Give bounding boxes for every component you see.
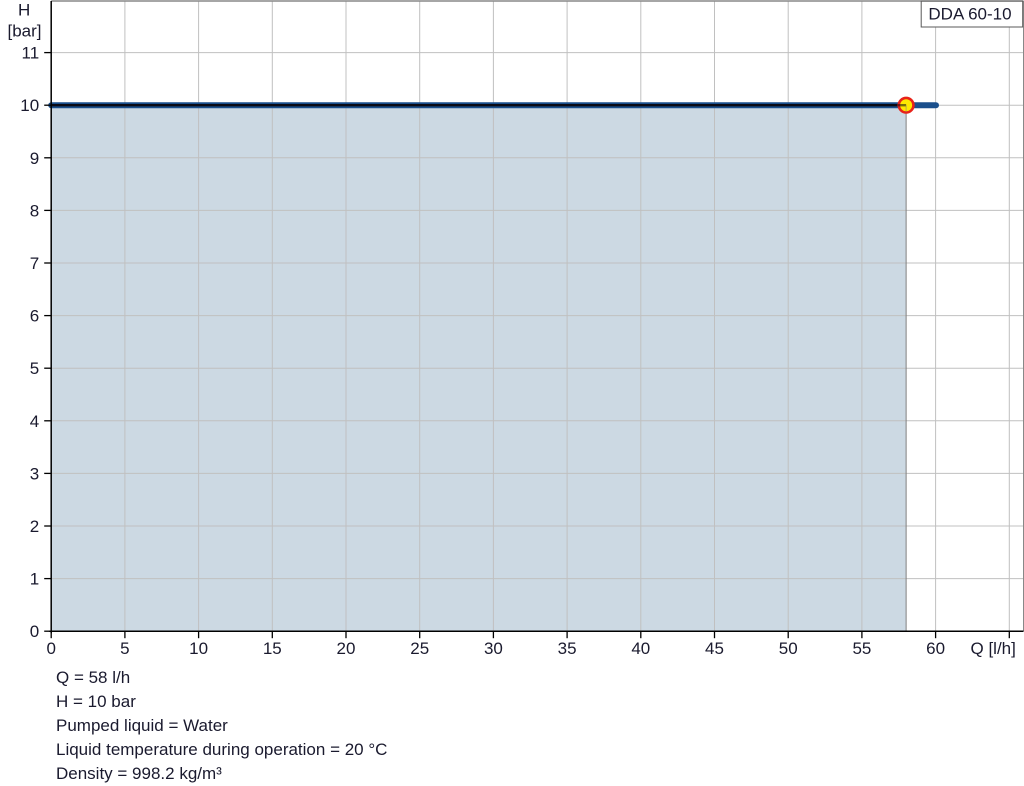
svg-text:0: 0	[46, 639, 55, 658]
svg-text:10: 10	[189, 639, 208, 658]
svg-text:9: 9	[30, 149, 39, 168]
svg-text:H: H	[18, 1, 30, 20]
svg-text:7: 7	[30, 254, 39, 273]
svg-text:10: 10	[20, 96, 39, 115]
svg-text:6: 6	[30, 307, 39, 326]
svg-text:55: 55	[852, 639, 871, 658]
svg-text:40: 40	[631, 639, 650, 658]
svg-text:0: 0	[30, 622, 39, 641]
svg-text:[bar]: [bar]	[8, 22, 42, 41]
svg-text:4: 4	[30, 412, 39, 431]
svg-text:Q [l/h]: Q [l/h]	[971, 639, 1016, 658]
svg-text:30: 30	[484, 639, 503, 658]
svg-text:60: 60	[926, 639, 945, 658]
svg-text:35: 35	[558, 639, 577, 658]
svg-text:15: 15	[263, 639, 282, 658]
svg-text:50: 50	[779, 639, 798, 658]
svg-text:2: 2	[30, 517, 39, 536]
svg-text:45: 45	[705, 639, 724, 658]
svg-text:8: 8	[30, 201, 39, 220]
svg-text:5: 5	[120, 639, 129, 658]
svg-text:11: 11	[22, 44, 40, 63]
svg-text:1: 1	[30, 570, 39, 589]
svg-text:3: 3	[30, 464, 39, 483]
svg-text:DDA 60-10: DDA 60-10	[928, 5, 1011, 24]
svg-text:25: 25	[410, 639, 429, 658]
svg-text:5: 5	[30, 359, 39, 378]
svg-text:20: 20	[337, 639, 356, 658]
